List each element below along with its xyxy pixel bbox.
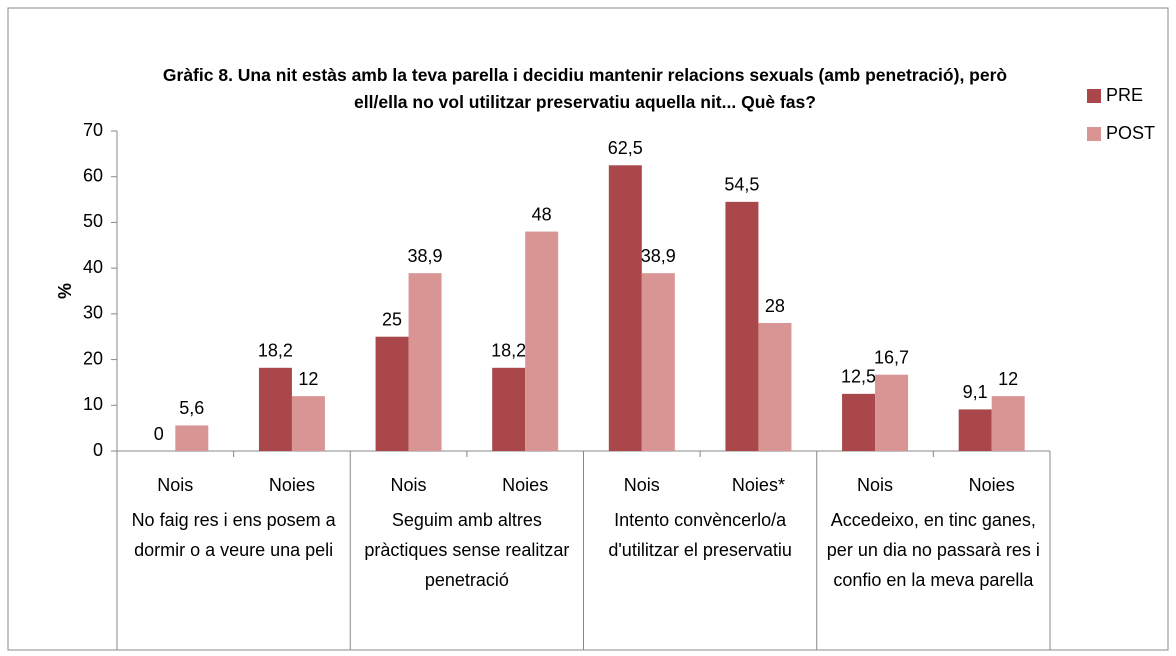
data-label: 28 [765, 296, 785, 316]
chart-frame [7, 7, 1169, 651]
y-tick-label: 30 [83, 303, 103, 323]
bar [408, 273, 442, 451]
data-label: 62,5 [608, 138, 643, 158]
legend-swatch [1087, 127, 1101, 141]
data-label: 18,2 [258, 341, 293, 361]
x-tick-label: Noies [269, 475, 315, 495]
bar [842, 393, 876, 451]
y-tick-label: 60 [83, 165, 103, 185]
x-tick-label: Noies [502, 475, 548, 495]
group-label-box: Intento convèncerlo/a d'utilitzar el pre… [608, 510, 792, 560]
y-tick-label: 40 [83, 257, 103, 277]
y-tick-label: 0 [93, 440, 103, 460]
legend-label: POST [1106, 123, 1155, 143]
y-axis-label: % [55, 283, 75, 299]
bar [875, 374, 909, 451]
legend-label: PRE [1106, 85, 1143, 105]
data-label: 16,7 [874, 347, 909, 367]
y-tick-label: 10 [83, 394, 103, 414]
chart-title: Gràfic 8. Una nit estàs amb la teva pare… [162, 65, 1008, 112]
bar [291, 396, 325, 451]
data-label: 54,5 [724, 175, 759, 195]
bar [991, 396, 1025, 451]
bar [258, 367, 292, 451]
data-label: 48 [532, 204, 552, 224]
data-label: 18,2 [491, 341, 526, 361]
bar [608, 165, 642, 452]
data-label: 12 [998, 369, 1018, 389]
data-label: 25 [382, 309, 402, 329]
bar [175, 425, 209, 451]
group-label: Intento convèncerlo/a d'utilitzar el pre… [608, 510, 792, 560]
data-label: 12,5 [841, 367, 876, 387]
group-label-box: No faig res i ens posem a dormir o a veu… [131, 510, 336, 560]
data-label: 12 [298, 369, 318, 389]
group-label: Accedeixo, en tinc ganes, per un dia no … [826, 510, 1040, 590]
bar [492, 367, 526, 451]
bar [758, 323, 792, 451]
bar [958, 409, 992, 451]
data-label: 0 [154, 424, 164, 444]
x-tick-label: Noies* [732, 475, 785, 495]
x-tick-label: Nois [624, 475, 660, 495]
group-label: Seguim amb altres pràctiques sense reali… [364, 510, 570, 590]
bar [525, 231, 559, 451]
data-label: 38,9 [641, 246, 676, 266]
data-label: 38,9 [408, 246, 443, 266]
bar [725, 201, 759, 451]
bar [375, 336, 409, 451]
data-label: 5,6 [179, 398, 204, 418]
group-label: No faig res i ens posem a dormir o a veu… [131, 510, 336, 560]
y-tick-label: 70 [83, 120, 103, 140]
y-tick-label: 50 [83, 211, 103, 231]
y-tick-label: 20 [83, 348, 103, 368]
x-tick-label: Noies [969, 475, 1015, 495]
x-tick-label: Nois [857, 475, 893, 495]
data-label: 9,1 [963, 382, 988, 402]
x-tick-label: Nois [391, 475, 427, 495]
bar [641, 273, 675, 451]
x-tick-label: Nois [157, 475, 193, 495]
group-label-box: Seguim amb altres pràctiques sense reali… [364, 510, 570, 590]
chart-title-box: Gràfic 8. Una nit estàs amb la teva pare… [162, 65, 1008, 112]
group-label-box: Accedeixo, en tinc ganes, per un dia no … [826, 510, 1040, 590]
legend-swatch [1087, 89, 1101, 103]
